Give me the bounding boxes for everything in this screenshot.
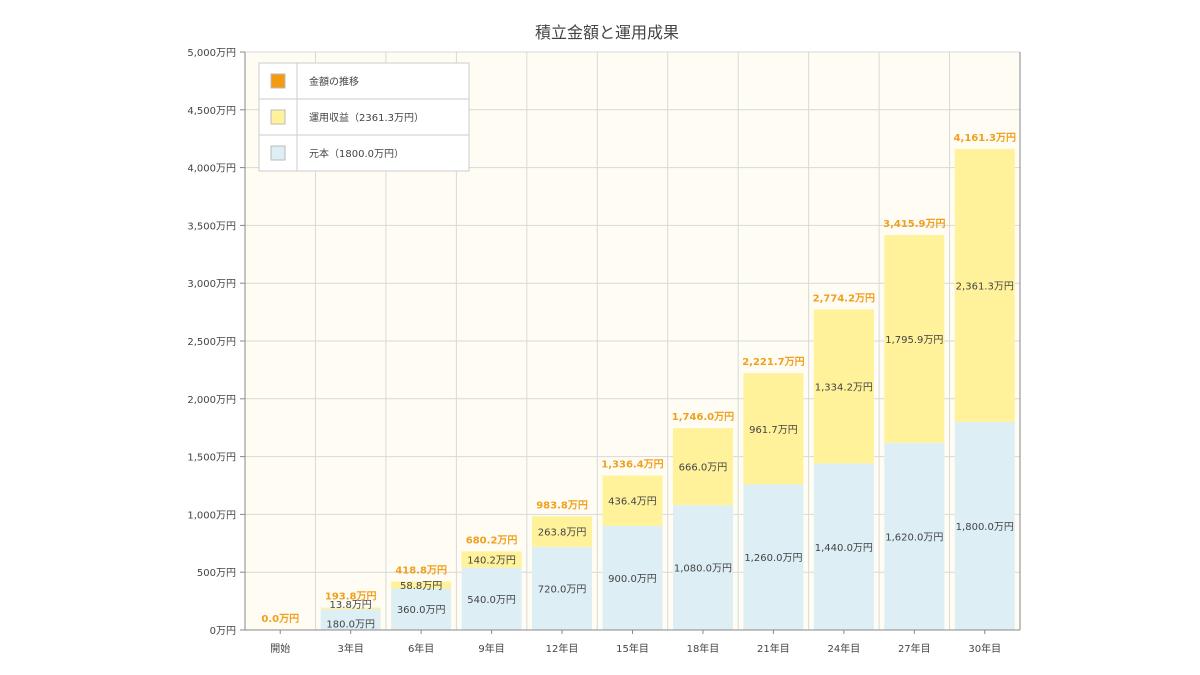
data-label-principal: 1,260.0万円 — [744, 553, 802, 564]
axes: 0万円 500万円 1,000万円 1,500万円 2,000万円 2,500万円 3,00… — [187, 48, 1021, 655]
legend-label: 運用収益（2361.3万円） — [309, 111, 424, 124]
y-tick-label: 4,000万円 — [187, 164, 236, 175]
bar-segment — [672, 505, 733, 630]
data-label-total: 1,746.0万円 — [672, 411, 734, 423]
data-label-total: 983.8万円 — [536, 499, 588, 511]
legend-label: 元本（1800.0万円） — [309, 147, 404, 160]
bar-segment — [672, 428, 733, 506]
bar-segment — [532, 516, 593, 547]
x-tick-label: 6年目 — [408, 642, 434, 655]
y-tick-label: 4,500万円 — [187, 106, 236, 117]
x-tick-label: 開始 — [270, 642, 290, 655]
bar-segment — [461, 567, 522, 630]
data-label-return: 436.4万円 — [608, 497, 657, 508]
bar-segment — [884, 235, 945, 443]
x-tick-label: 21年目 — [757, 642, 790, 655]
x-tick-label: 30年目 — [968, 642, 1001, 655]
x-tick-label: 9年目 — [478, 642, 504, 655]
data-label-total: 418.8万円 — [395, 565, 447, 577]
y-tick-label: 3,000万円 — [187, 279, 236, 290]
legend-box — [258, 62, 470, 172]
bar-segment — [602, 525, 663, 630]
data-label-return: 666.0万円 — [679, 463, 728, 474]
data-label-total: 2,774.2万円 — [813, 292, 875, 304]
bar-segment — [320, 607, 381, 610]
data-label-total: 193.8万円 — [325, 591, 377, 603]
y-tick-label: 2,000万円 — [187, 395, 236, 406]
data-label-principal: 1,800.0万円 — [956, 522, 1014, 533]
legend-swatch — [270, 109, 286, 125]
data-label-return: 2,361.3万円 — [956, 281, 1014, 292]
bar-segment — [813, 309, 874, 464]
data-label-return: 1,334.2万円 — [815, 382, 873, 393]
data-label-principal: 1,620.0万円 — [885, 532, 943, 543]
data-label-return: 140.2万円 — [467, 555, 516, 566]
data-label-return: 263.8万円 — [538, 528, 587, 539]
legend-swatch — [270, 73, 286, 89]
bar-segment — [954, 421, 1015, 630]
bar-segment — [743, 373, 804, 485]
chart-title: 積立金額と運用成果 — [535, 23, 679, 42]
x-tick-label: 3年目 — [337, 642, 363, 655]
bar-segment — [320, 609, 381, 630]
data-label-principal: 1,440.0万円 — [815, 543, 873, 554]
data-label-principal: 720.0万円 — [538, 584, 587, 595]
bar-segment — [954, 148, 1015, 422]
bar-segment — [532, 546, 593, 630]
y-tick-label: 0万円 — [210, 626, 236, 637]
data-label-total: 1,336.4万円 — [601, 459, 663, 471]
data-label-return: 58.8万円 — [400, 581, 442, 592]
bar-segment — [602, 475, 663, 526]
data-label-principal: 900.0万円 — [608, 574, 657, 585]
bar-segment — [813, 463, 874, 630]
x-tick-label: 27年目 — [898, 642, 931, 655]
y-tick-label: 500万円 — [197, 568, 236, 579]
bar-segment — [391, 581, 452, 589]
y-tick-label: 1,500万円 — [187, 453, 236, 464]
y-tick-label: 3,500万円 — [187, 221, 236, 232]
x-tick-label: 24年目 — [827, 642, 860, 655]
data-label-principal: 540.0万円 — [467, 595, 516, 606]
data-label-total: 4,161.3万円 — [954, 132, 1016, 144]
data-label-total: 2,221.7万円 — [742, 356, 804, 368]
legend-swatch — [270, 145, 286, 161]
data-label-principal: 360.0万円 — [397, 605, 446, 616]
data-label-total: 0.0万円 — [261, 613, 299, 625]
data-label-return: 961.7万円 — [749, 425, 798, 436]
data-label-principal: 1,080.0万円 — [674, 564, 732, 575]
y-tick-label: 1,000万円 — [187, 510, 236, 521]
bars — [320, 148, 1015, 630]
data-label-return: 1,795.9万円 — [885, 335, 943, 346]
y-tick-label: 2,500万円 — [187, 337, 236, 348]
bar-segment — [461, 551, 522, 568]
x-tick-label: 15年目 — [616, 642, 649, 655]
y-tick-label: 5,000万円 — [187, 48, 236, 59]
bar-segment — [743, 484, 804, 630]
data-label-principal: 180.0万円 — [326, 620, 375, 631]
x-tick-label: 12年目 — [546, 642, 579, 655]
data-label-total: 680.2万円 — [466, 534, 518, 546]
x-tick-label: 18年目 — [687, 642, 720, 655]
bar-segment — [884, 442, 945, 630]
legend-label: 金額の推移 — [309, 75, 359, 88]
bar-segment — [391, 588, 452, 630]
data-label-return: 13.8万円 — [330, 600, 372, 611]
data-label-total: 3,415.9万円 — [883, 218, 945, 230]
